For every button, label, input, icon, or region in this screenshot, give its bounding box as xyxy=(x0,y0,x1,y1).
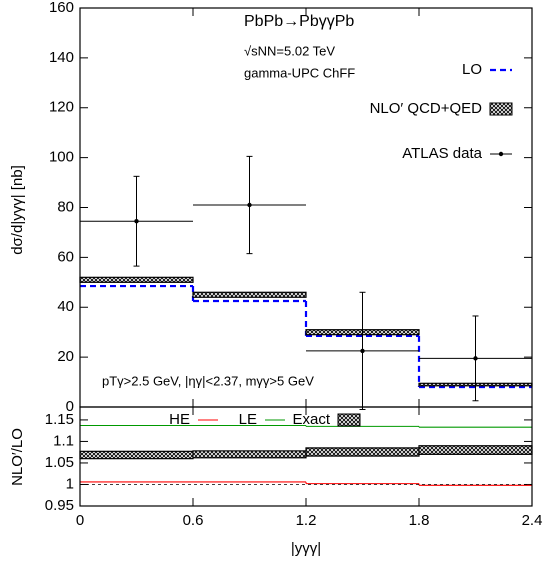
annotation: pTγ>2.5 GeV, |ηγ|<2.37, mγγ>5 GeV xyxy=(102,373,314,388)
y-tick-label: 20 xyxy=(57,348,74,365)
y-tick-label: 100 xyxy=(49,149,74,166)
subtitle: √sNN=5.02 TeV xyxy=(244,43,335,58)
band xyxy=(79,276,194,283)
x-tick-label: 2.4 xyxy=(522,512,543,529)
y-tick-label: 60 xyxy=(57,248,74,265)
y-tick-label: 160 xyxy=(49,0,74,16)
y-tick-label: 1.1 xyxy=(53,432,74,449)
y-tick-label: 0.95 xyxy=(45,497,74,514)
data-point xyxy=(360,348,365,354)
y-axis-title: NLO′/LO xyxy=(9,428,26,486)
y-tick-label: 1.05 xyxy=(45,454,74,471)
y-tick-label: 80 xyxy=(57,198,74,215)
legend-label: LE xyxy=(239,411,257,428)
band xyxy=(79,450,194,460)
subtitle: gamma-UPC ChFF xyxy=(244,65,355,80)
x-axis-title: |yγγ| xyxy=(291,540,321,557)
y-tick-label: 120 xyxy=(49,99,74,116)
y-tick-label: 1.15 xyxy=(45,411,74,428)
legend-label: ATLAS data xyxy=(402,145,482,162)
x-tick-label: 1.2 xyxy=(296,512,317,529)
band xyxy=(192,450,307,459)
x-tick-label: 1.8 xyxy=(409,512,430,529)
band xyxy=(192,291,307,298)
legend-label: Exact xyxy=(292,411,330,428)
legend-swatch xyxy=(498,151,504,157)
band xyxy=(418,445,533,455)
plot-frame xyxy=(79,406,533,507)
legend-swatch xyxy=(489,102,513,116)
legend-swatch xyxy=(337,413,361,427)
y-tick-label: 0 xyxy=(66,398,74,415)
legend-label: NLO′ QCD+QED xyxy=(370,100,483,117)
data-point xyxy=(473,356,478,361)
x-tick-label: 0 xyxy=(76,512,84,529)
y-tick-label: 140 xyxy=(49,49,74,66)
legend-label: LO xyxy=(462,61,482,78)
data-point xyxy=(247,202,252,208)
x-tick-label: 0.6 xyxy=(183,512,204,529)
data-point xyxy=(134,219,139,224)
band xyxy=(305,447,420,457)
y-tick-label: 1 xyxy=(66,475,74,492)
y-tick-label: 40 xyxy=(57,298,74,315)
legend-label: HE xyxy=(169,411,190,428)
y-axis-title: dσ/d|yγγ| [nb] xyxy=(9,165,26,255)
chart-title: PbPb→PbγγPb xyxy=(244,13,354,30)
